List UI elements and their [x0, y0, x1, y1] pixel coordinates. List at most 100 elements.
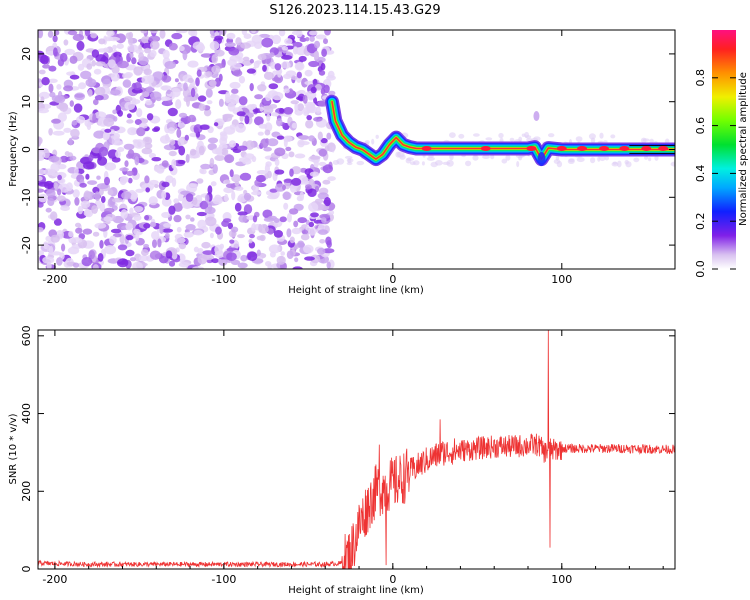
noise-blob: [274, 158, 280, 166]
noise-blob: [74, 92, 86, 101]
noise-blob: [297, 103, 305, 111]
noise-blob: [225, 91, 231, 101]
noise-blob: [214, 49, 225, 57]
noise-blob: [610, 134, 616, 139]
noise-blob: [129, 52, 134, 59]
noise-blob: [101, 75, 111, 85]
noise-blob: [185, 193, 194, 202]
noise-blob: [145, 187, 150, 193]
noise-blob: [183, 82, 188, 91]
noise-blob: [67, 30, 78, 36]
noise-blob: [136, 108, 143, 118]
noise-blob: [524, 131, 529, 138]
noise-blob: [66, 71, 76, 76]
noise-blob: [261, 37, 274, 48]
noise-blob: [75, 227, 83, 234]
noise-blob: [576, 157, 585, 163]
colorbar-tick-label: 0.4: [694, 165, 707, 183]
noise-blob: [267, 228, 274, 235]
noise-blob: [313, 51, 320, 60]
noise-blob: [104, 162, 117, 171]
noise-blob: [161, 228, 174, 233]
noise-blob: [56, 84, 62, 90]
noise-blob: [449, 132, 456, 139]
noise-blob: [126, 119, 134, 124]
noise-blob: [69, 74, 80, 80]
noise-blob: [42, 64, 51, 69]
noise-blob: [473, 133, 480, 137]
noise-blob: [84, 30, 91, 37]
noise-blob: [291, 122, 298, 129]
noise-blob: [104, 245, 117, 255]
noise-blob: [222, 113, 234, 119]
noise-blob: [178, 262, 191, 268]
noise-blob: [138, 52, 145, 61]
noise-blob: [38, 193, 48, 203]
noise-blob: [82, 228, 93, 235]
noise-blob: [294, 153, 306, 159]
noise-blob: [313, 159, 319, 168]
signal-peak: [421, 146, 432, 152]
noise-blob: [171, 177, 177, 187]
noise-blob: [211, 148, 223, 155]
noise-blob: [177, 122, 186, 129]
noise-blob: [249, 234, 255, 239]
noise-blob: [298, 55, 307, 62]
noise-blob: [150, 30, 158, 34]
noise-blob: [76, 115, 86, 124]
noise-blob: [176, 226, 182, 233]
noise-blob: [446, 159, 454, 167]
noise-blob: [421, 161, 425, 166]
noise-blob: [244, 153, 255, 160]
noise-blob: [282, 191, 291, 200]
noise-blob: [291, 177, 302, 186]
signal-trace: [325, 94, 675, 167]
noise-blob: [182, 50, 188, 61]
noise-blob: [168, 150, 177, 157]
noise-blob: [292, 41, 303, 48]
noise-blob: [317, 131, 323, 141]
noise-blob: [88, 154, 94, 162]
noise-blob: [485, 137, 493, 141]
noise-blob: [54, 95, 66, 104]
noise-blob: [196, 69, 202, 77]
noise-blob: [73, 103, 83, 113]
noise-blob: [161, 160, 169, 168]
noise-blob: [310, 254, 321, 264]
noise-blob: [226, 32, 236, 40]
noise-blob: [61, 243, 66, 252]
noise-blob: [256, 170, 268, 175]
noise-blob: [94, 86, 106, 96]
noise-blob: [185, 224, 196, 231]
snr-ticks: -200 -100 0 100 0 200 400 600: [20, 325, 675, 586]
noise-blob: [108, 59, 116, 69]
noise-blob: [189, 148, 197, 156]
noise-blob: [251, 30, 256, 34]
noise-blob: [292, 46, 298, 55]
noise-blob: [49, 91, 56, 98]
noise-blob: [318, 161, 327, 167]
noise-blob: [142, 136, 153, 145]
noise-blob: [143, 68, 152, 76]
snr-series: [38, 330, 675, 569]
noise-blob: [286, 212, 292, 223]
noise-blob: [188, 30, 196, 36]
noise-blob: [87, 89, 93, 97]
noise-blob: [59, 102, 69, 112]
noise-blob: [165, 175, 174, 184]
noise-blob: [258, 223, 263, 233]
noise-blob: [356, 160, 365, 166]
noise-blob: [318, 148, 328, 157]
noise-blob: [243, 204, 253, 215]
noise-blob: [642, 138, 650, 142]
noise-blob: [212, 164, 218, 174]
noise-blob: [68, 137, 73, 146]
noise-blob: [115, 33, 126, 44]
noise-blob: [120, 209, 128, 219]
noise-blob: [321, 48, 327, 57]
noise-blob: [88, 250, 95, 260]
noise-blob: [283, 178, 293, 183]
noise-blob: [173, 198, 180, 204]
noise-blob: [229, 124, 236, 130]
noise-blob: [556, 160, 563, 168]
